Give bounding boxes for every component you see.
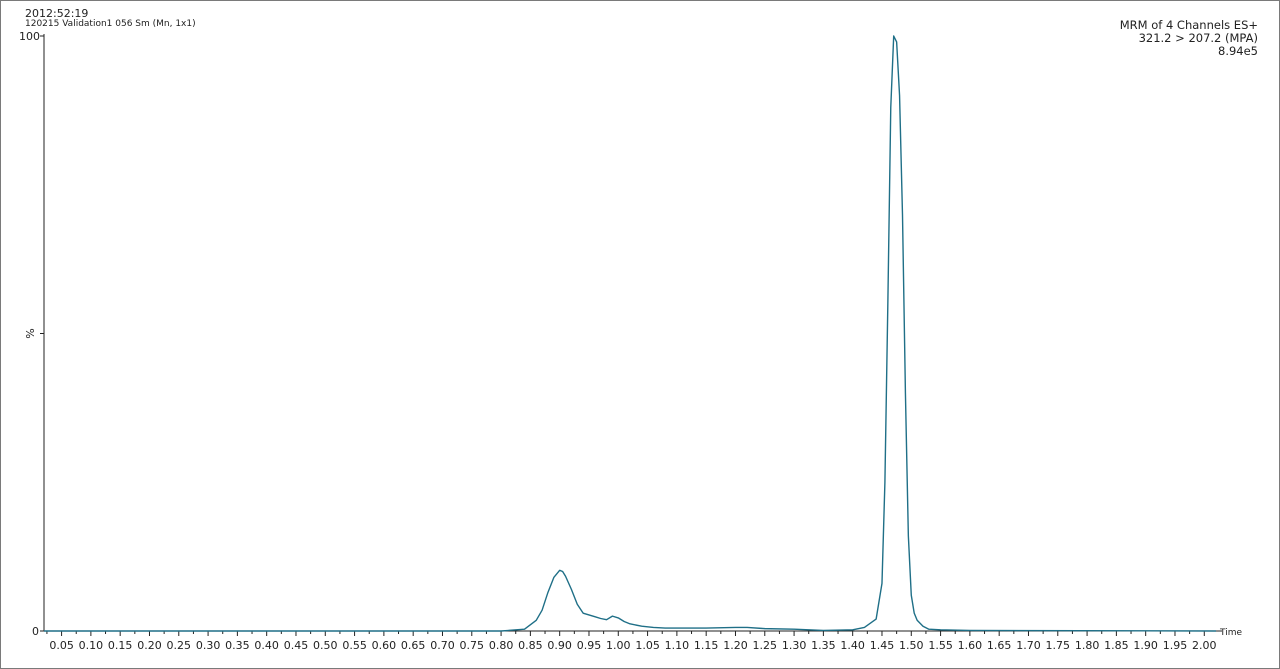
channel-annotation: MRM of 4 Channels ES+ 321.2 > 207.2 (MPA… [1120,19,1258,58]
x-tick-label: 0.85 [518,639,543,652]
x-tick-label: 1.80 [1075,639,1100,652]
x-tick-label: 1.00 [606,639,631,652]
x-tick-label: 0.60 [372,639,397,652]
x-tick-label: 2.00 [1192,639,1217,652]
x-tick-label: 0.10 [79,639,104,652]
y-tick-label: 0 [32,625,39,638]
x-tick-label: 0.70 [430,639,455,652]
x-tick-label: 0.45 [284,639,309,652]
x-tick-label: 1.20 [723,639,748,652]
x-tick-label: 1.60 [958,639,983,652]
x-tick-label: 0.35 [225,639,250,652]
y-tick-label: 100 [19,30,40,43]
x-tick-label: 1.25 [753,639,778,652]
x-tick-label: 1.15 [694,639,719,652]
x-tick-label: 0.15 [108,639,133,652]
x-tick-label: 1.30 [782,639,807,652]
x-tick-label: 0.65 [401,639,426,652]
run-timestamp: 2012:52:19 [25,7,89,20]
x-tick-label: 0.25 [167,639,192,652]
x-tick-label: 0.90 [547,639,572,652]
max-intensity: 8.94e5 [1218,44,1258,58]
x-tick-label: 1.35 [811,639,836,652]
x-tick-label: 1.65 [987,639,1012,652]
x-tick-label: 1.75 [1046,639,1071,652]
x-tick-label: 1.95 [1163,639,1188,652]
x-tick-label: 1.05 [635,639,660,652]
x-tick-label: 1.45 [870,639,895,652]
x-tick-label: 1.90 [1133,639,1158,652]
x-axis-label: Time [1219,628,1242,638]
x-tick-label: 0.40 [254,639,279,652]
x-tick-label: 0.20 [137,639,162,652]
x-tick-label: 1.40 [840,639,865,652]
x-tick-label: 1.70 [1016,639,1041,652]
x-tick-label: 0.75 [460,639,485,652]
x-tick-label: 1.10 [665,639,690,652]
channel-mode: MRM of 4 Channels ES+ [1119,18,1258,32]
x-tick-label: 0.55 [342,639,367,652]
x-tick-label: 0.95 [577,639,602,652]
y-axis-label: % [24,328,37,338]
x-tick-label: 1.50 [899,639,924,652]
chromatogram-trace [44,35,1217,632]
x-tick-label: 0.50 [313,639,338,652]
x-tick-label: 1.55 [928,639,953,652]
transition-label: 321.2 > 207.2 (MPA) [1138,31,1258,45]
x-tick-label: 0.05 [49,639,74,652]
x-tick-label: 1.85 [1104,639,1129,652]
x-tick-label: 0.80 [489,639,514,652]
sample-name: 120215 Validation1 056 Sm (Mn, 1x1) [25,19,196,29]
x-tick-label: 0.30 [196,639,221,652]
